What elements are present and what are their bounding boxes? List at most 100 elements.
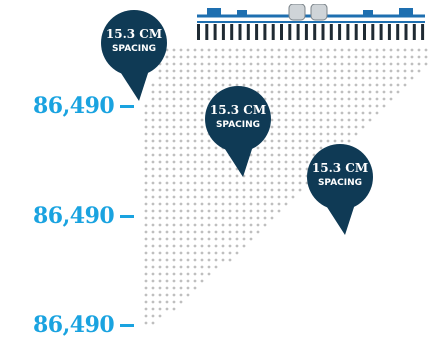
seed-dot <box>396 69 400 73</box>
seed-dot <box>200 188 204 192</box>
seed-dot <box>291 125 295 129</box>
seed-dot <box>242 202 246 206</box>
seed-dot <box>375 104 379 108</box>
seed-dot <box>284 76 288 80</box>
row-unit <box>404 24 408 40</box>
seed-dot <box>193 188 197 192</box>
seed-dot <box>151 251 155 255</box>
seed-dot <box>389 83 393 87</box>
spacing-label: SPACING <box>317 178 363 188</box>
seed-dot <box>179 76 183 80</box>
row-unit <box>221 24 225 40</box>
seed-dot <box>179 90 183 94</box>
seed-dot <box>347 125 351 129</box>
seed-dot <box>368 90 372 94</box>
seed-dot <box>144 160 148 164</box>
seed-dot <box>319 48 323 52</box>
seed-dot <box>165 139 169 143</box>
row-unit <box>280 24 283 40</box>
seed-dot <box>270 216 274 220</box>
seed-dot <box>193 202 197 206</box>
seed-dot <box>291 83 295 87</box>
seed-dot <box>172 104 176 108</box>
seed-dot <box>256 167 260 171</box>
seed-dot <box>270 202 274 206</box>
seed-dot <box>256 230 260 234</box>
seed-dot <box>347 97 351 101</box>
seed-dot <box>375 111 379 115</box>
seed-dot <box>179 223 183 227</box>
seed-dot <box>312 83 316 87</box>
seed-dot <box>172 118 176 122</box>
seed-dot <box>186 293 190 297</box>
seed-dot <box>403 55 407 59</box>
seed-dot <box>284 195 288 199</box>
seed-dot <box>256 202 260 206</box>
seed-dot <box>221 258 225 262</box>
seed-dot <box>221 223 225 227</box>
seed-dot <box>396 83 400 87</box>
seed-dot <box>298 48 302 52</box>
seed-dot <box>277 83 281 87</box>
seed-dot <box>172 230 176 234</box>
spacing-value: 15.3 CM <box>209 103 267 117</box>
seed-dot <box>235 188 239 192</box>
seed-dot <box>305 167 309 171</box>
seed-dot <box>214 265 218 269</box>
seed-dot <box>291 195 295 199</box>
seed-dot <box>291 167 295 171</box>
seed-dot <box>256 69 260 73</box>
seed-dot <box>165 195 169 199</box>
seed-dot <box>319 69 323 73</box>
seed-dot <box>347 104 351 108</box>
seed-dot <box>354 48 358 52</box>
seed-dot <box>158 230 162 234</box>
seed-dot <box>270 174 274 178</box>
seed-dot <box>221 209 225 213</box>
tick-mark <box>120 104 135 108</box>
seed-dot <box>291 90 295 94</box>
seed-dot <box>249 76 253 80</box>
seed-dot <box>235 251 239 255</box>
seed-dot <box>340 125 344 129</box>
seed-dot <box>200 251 204 255</box>
seed-dot <box>284 146 288 150</box>
seed-dot <box>305 55 309 59</box>
seed-dot <box>277 125 281 129</box>
seed-dot <box>298 167 302 171</box>
seed-dot <box>249 174 253 178</box>
seed-dot <box>186 286 190 290</box>
seed-dot <box>193 153 197 157</box>
seed-dot <box>270 181 274 185</box>
seed-dot <box>305 97 309 101</box>
seed-dot <box>158 279 162 283</box>
seed-dot <box>298 181 302 185</box>
seed-dot <box>193 62 197 66</box>
seed-dot <box>235 48 239 52</box>
seed-dot <box>305 125 309 129</box>
seed-dot <box>284 167 288 171</box>
seed-dot <box>361 83 365 87</box>
tick-mark <box>120 323 135 327</box>
seed-dot <box>172 174 176 178</box>
seed-dot <box>291 139 295 143</box>
seed-dot <box>221 174 225 178</box>
seed-dot <box>326 125 330 129</box>
seed-dot <box>200 244 204 248</box>
seed-dot <box>249 202 253 206</box>
seed-dot <box>172 146 176 150</box>
seed-dot <box>221 167 225 171</box>
row-label-3: 86,490 <box>33 312 135 338</box>
seed-dot <box>207 195 211 199</box>
seed-dot <box>375 69 379 73</box>
seed-dot <box>207 55 211 59</box>
seed-dot <box>200 104 204 108</box>
seed-dot <box>375 83 379 87</box>
seed-dot <box>298 111 302 115</box>
seed-dot <box>228 223 232 227</box>
seed-dot <box>151 307 155 311</box>
seed-dot <box>200 272 204 276</box>
seed-dot <box>186 153 190 157</box>
seed-dot <box>375 97 379 101</box>
seed-dot <box>312 55 316 59</box>
